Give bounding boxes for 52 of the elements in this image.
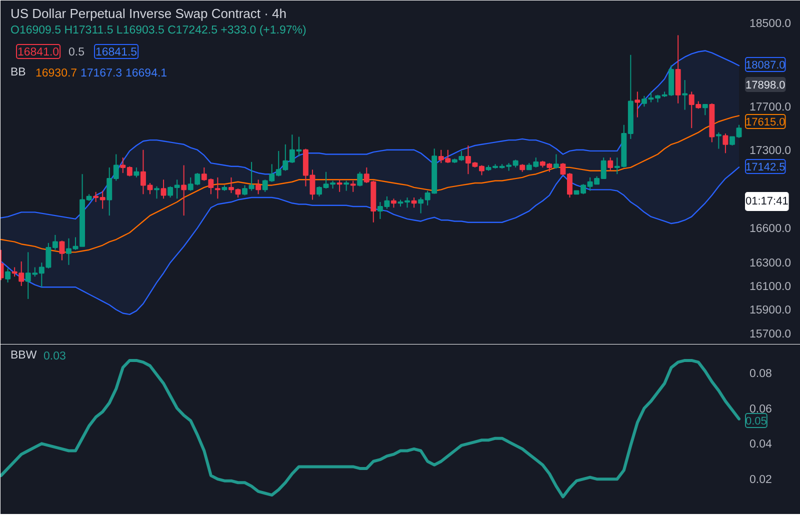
y-tick-label: 17300.0 <box>750 144 792 157</box>
annotation: 17167.3 <box>80 68 122 80</box>
line-series <box>0 358 740 498</box>
y-tick-label: 16300.0 <box>750 258 792 270</box>
candlestick <box>59 240 65 261</box>
text: 01:17:41 <box>746 196 788 208</box>
candlestick <box>336 179 342 192</box>
candlestick <box>344 180 350 192</box>
candlestick <box>390 198 396 208</box>
text: 18087.0 <box>746 60 786 72</box>
annotation: 0.03 <box>44 350 66 362</box>
text: O16909.5 H17311.5 L16903.5 C17242.5 +333.0 (+1.97%) <box>10 24 306 36</box>
candlestick <box>350 180 356 192</box>
candlestick <box>608 157 614 172</box>
annotation: BBW <box>10 350 37 362</box>
candlestick <box>716 132 722 150</box>
candlestick <box>357 171 363 187</box>
y-tick-label: 16600.0 <box>750 223 792 236</box>
y-tick-label: 15700.0 <box>750 328 792 341</box>
text: 17615.0 <box>746 116 786 128</box>
chart-title: US Dollar Perpetual Inverse Swap Contract · 4h <box>10 6 287 21</box>
candlestick <box>702 104 708 116</box>
text: 17142.5 <box>746 162 786 174</box>
annotation: 16841.5 <box>96 46 138 58</box>
candlestick <box>154 186 160 200</box>
candlestick <box>256 179 262 195</box>
annotation: BB <box>10 66 26 78</box>
y-tick-label: 0.04 <box>750 438 772 451</box>
candlestick <box>411 197 417 208</box>
y-tick-label: 15900.0 <box>750 304 792 317</box>
y-tick-label: 18500.0 <box>750 18 792 30</box>
candlestick <box>682 80 688 110</box>
y-tick-label: 0.08 <box>750 368 772 380</box>
text: 0.05 <box>746 416 767 428</box>
y-tick-label: 16100.0 <box>750 280 792 293</box>
annotation: 16694.1 <box>126 68 168 80</box>
candlestick <box>134 166 140 178</box>
annotation: 0.5 <box>68 46 84 58</box>
candlestick <box>634 91 640 118</box>
candlestick <box>181 164 187 216</box>
annotation: 16841.0 <box>18 46 60 58</box>
y-tick-label: 0.06 <box>750 403 772 416</box>
text: 17898.0 <box>746 80 786 92</box>
y-tick-label: 0.02 <box>750 474 772 486</box>
candlestick <box>553 154 559 170</box>
candlestick <box>160 179 166 200</box>
annotation: 16930.7 <box>36 68 78 80</box>
line-series <box>0 166 740 316</box>
y-tick-label: 17700.0 <box>750 102 792 114</box>
candlestick <box>5 268 11 283</box>
candlestick <box>214 176 220 200</box>
candlestick <box>722 133 728 154</box>
